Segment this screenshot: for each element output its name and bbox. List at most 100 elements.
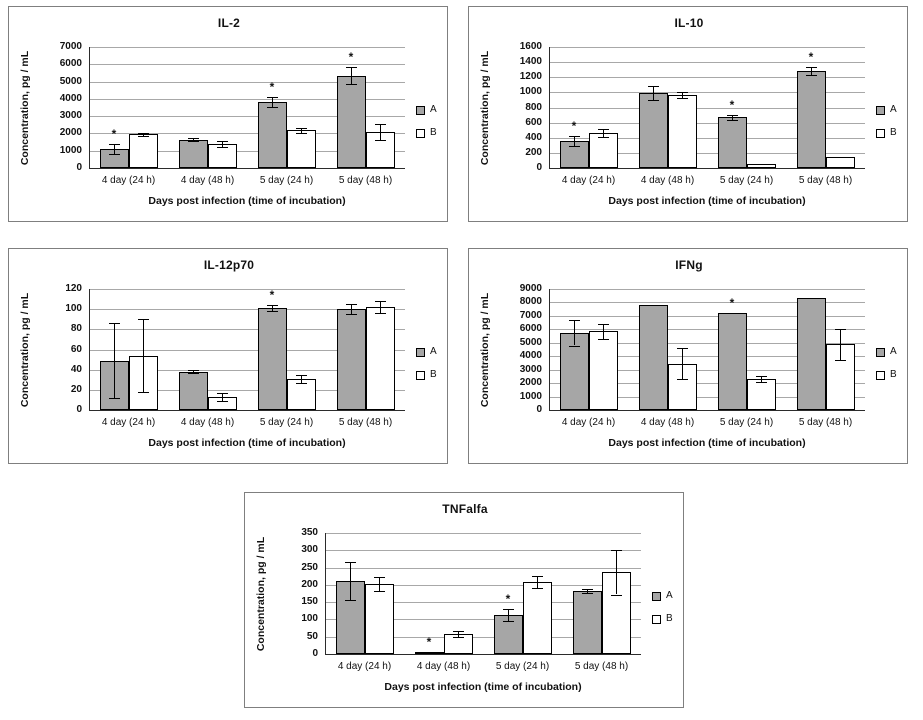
error-bar-cap [755, 376, 767, 378]
legend-swatch-b-icon [652, 614, 661, 624]
chart-title: TNFalfa [442, 502, 488, 516]
gridline [89, 168, 405, 169]
bar-a [336, 309, 366, 410]
gridline [549, 302, 865, 304]
y-tick-label: 250 [301, 561, 318, 573]
error-bar-cap [647, 86, 659, 88]
gridline [89, 150, 405, 152]
gridline [89, 329, 405, 331]
error-bar-line [839, 328, 841, 360]
x-category-label: 5 day (24 h) [259, 175, 314, 186]
x-category-label: 4 day (48 h) [180, 417, 235, 428]
bar-b [667, 95, 697, 168]
gridline [89, 389, 405, 391]
y-tick-label: 0 [76, 162, 82, 173]
error-bar-cap [108, 143, 120, 145]
error-bar-cap [108, 397, 120, 399]
error-bar-cap [805, 75, 817, 76]
y-tick-label: 200 [525, 146, 542, 158]
error-bar-cap [374, 124, 386, 126]
y-tick-label: 60 [70, 343, 82, 355]
x-category-label: 4 day (24 h) [561, 175, 616, 186]
y-axis-line [89, 289, 90, 410]
chart-title: IL-12p70 [203, 258, 255, 272]
error-bar-line [379, 301, 381, 314]
bar-b [746, 164, 776, 168]
x-category-label: 4 day (24 h) [101, 417, 156, 428]
error-bar-cap [581, 592, 593, 594]
error-bar-cap [597, 137, 609, 138]
gridline [549, 107, 865, 109]
error-bar-cap [137, 135, 149, 137]
y-tick-label: 1000 [519, 86, 542, 98]
error-bar-cap [676, 92, 688, 94]
x-axis-label: Days post infection (time of incubation) [384, 681, 582, 693]
error-bar-cap [597, 129, 609, 131]
error-bar-cap [597, 338, 609, 340]
y-tick-label: 400 [525, 131, 542, 143]
significance-asterisk: * [269, 288, 275, 303]
gridline [89, 349, 405, 351]
x-category-label: 5 day (48 h) [798, 175, 853, 186]
y-tick-label: 20 [70, 383, 82, 395]
bar-a [796, 297, 826, 410]
x-category-label: 4 day (24 h) [561, 417, 616, 428]
bar-a [257, 102, 287, 168]
y-tick-label: 5000 [519, 336, 542, 348]
error-bar-cap [568, 135, 580, 137]
y-tick-label: 300 [301, 544, 318, 556]
gridline [549, 383, 865, 385]
legend-label: B [430, 127, 437, 138]
error-bar-line [586, 589, 588, 593]
x-category-label: 4 day (48 h) [180, 175, 235, 186]
error-bar-line [573, 319, 575, 346]
error-bar-line [760, 376, 762, 382]
x-category-label: 5 day (24 h) [719, 417, 774, 428]
x-category-label: 5 day (48 h) [574, 661, 629, 672]
legend-label: B [890, 369, 897, 380]
chart-panel-tnfalfa: TNFalfa Concentration, pg / mL Days post i… [244, 492, 684, 708]
gridline [325, 636, 641, 638]
significance-asterisk: * [269, 79, 275, 94]
bar-b [364, 584, 394, 654]
gridline [549, 410, 865, 411]
y-tick-label: 9000 [519, 283, 542, 294]
error-bar-cap [676, 379, 688, 381]
gridline [549, 356, 865, 358]
gridline [325, 567, 641, 569]
gridline [549, 122, 865, 124]
x-category-label: 4 day (48 h) [640, 417, 695, 428]
error-bar-cap [345, 304, 357, 306]
y-tick-label: 120 [65, 283, 82, 294]
y-tick-label: 600 [525, 116, 542, 128]
gridline [549, 342, 865, 344]
error-bar-line [573, 135, 575, 147]
significance-asterisk: * [808, 49, 814, 64]
x-category-label: 4 day (24 h) [337, 661, 392, 672]
chart-title: IFNg [675, 258, 703, 272]
gridline [549, 168, 865, 169]
y-tick-label: 50 [306, 630, 318, 642]
legend-item-b: B [652, 614, 673, 624]
error-bar-cap [108, 154, 120, 156]
bar-a [717, 117, 747, 168]
error-bar-line [731, 115, 733, 120]
error-bar-cap [345, 84, 357, 86]
legend-item-b: B [416, 370, 437, 380]
gridline [549, 289, 865, 290]
legend-label: A [890, 104, 897, 115]
y-tick-label: 6000 [59, 58, 82, 70]
y-tick-label: 1000 [519, 390, 542, 402]
legend-label: A [666, 590, 673, 601]
y-axis-line [89, 47, 90, 168]
gridline [549, 315, 865, 317]
error-bar-cap [452, 630, 464, 632]
bar-a [638, 304, 668, 410]
error-bar-cap [187, 373, 199, 375]
chart-panel-il12p70: IL-12p70 Concentration, pg / mL Days post … [8, 248, 448, 464]
error-bar-cap [834, 359, 846, 361]
y-tick-label: 0 [536, 404, 542, 415]
y-tick-label: 0 [536, 162, 542, 173]
x-category-label: 5 day (48 h) [798, 417, 853, 428]
